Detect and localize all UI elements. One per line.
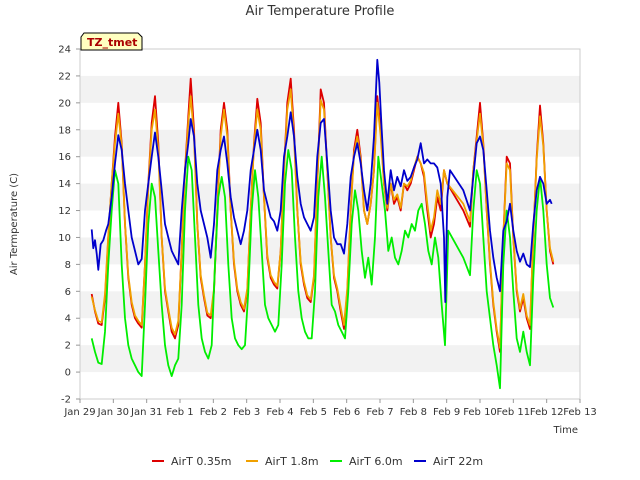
x-tick-label: Feb 7 bbox=[366, 407, 393, 418]
series-line-3 bbox=[90, 149, 555, 390]
legend-label: AirT 6.0m bbox=[349, 455, 403, 468]
x-tick-label: Feb 13 bbox=[563, 407, 597, 418]
y-tick-label: 0 bbox=[65, 368, 71, 379]
x-tick-label: Feb 9 bbox=[433, 407, 460, 418]
y-tick-label: 8 bbox=[65, 260, 71, 271]
y-tick-label: 24 bbox=[58, 45, 71, 56]
plot-frame bbox=[79, 48, 581, 400]
grid-band bbox=[80, 291, 580, 319]
grid-band bbox=[80, 75, 580, 103]
legend-label: AirT 1.8m bbox=[265, 455, 319, 468]
legend-label: AirT 0.35m bbox=[171, 455, 232, 468]
y-tick-label: 10 bbox=[58, 233, 71, 244]
series-lines bbox=[90, 58, 555, 390]
y-tick-label: 4 bbox=[65, 314, 71, 325]
x-tick-label: Feb 12 bbox=[530, 407, 564, 418]
legend-label: AirT 22m bbox=[433, 455, 483, 468]
series-line-2 bbox=[90, 88, 555, 349]
grid-band bbox=[80, 129, 580, 157]
x-tick-label: Jan 31 bbox=[130, 407, 162, 418]
y-axis-title: Air Termperature (C) bbox=[9, 173, 20, 275]
series-line-4 bbox=[90, 58, 553, 303]
station-tag: TZ_tmet bbox=[80, 32, 143, 51]
x-tick-label: Feb 10 bbox=[463, 407, 497, 418]
y-tick-label: 6 bbox=[65, 287, 71, 298]
x-axis-title: Time bbox=[553, 425, 578, 436]
y-tick-label: 16 bbox=[58, 152, 71, 163]
legend: AirT 0.35m AirT 1.8m AirT 6.0m AirT 22m bbox=[152, 455, 483, 468]
x-tick-label: Feb 5 bbox=[300, 407, 327, 418]
x-tick-label: Feb 4 bbox=[266, 407, 293, 418]
y-tick-label: -2 bbox=[61, 395, 71, 406]
y-tick-label: 18 bbox=[58, 125, 71, 136]
x-tick-label: Feb 6 bbox=[333, 407, 360, 418]
x-tick-label: Feb 11 bbox=[497, 407, 531, 418]
x-tick-label: Jan 29 bbox=[63, 407, 95, 418]
grid-band bbox=[80, 345, 580, 373]
y-tick-label: 20 bbox=[58, 98, 71, 109]
x-axis: Jan 29 Jan 30 Jan 31 Feb 1 Feb 2 Feb 3 Feb 4 Fe… bbox=[63, 399, 597, 418]
x-tick-label: Feb 8 bbox=[400, 407, 427, 418]
y-tick-label: 2 bbox=[65, 341, 71, 352]
y-tick-label: 12 bbox=[58, 206, 71, 217]
x-tick-label: Feb 1 bbox=[166, 407, 193, 418]
y-tick-label: 22 bbox=[58, 71, 71, 82]
x-tick-label: Jan 30 bbox=[97, 407, 129, 418]
x-tick-label: Feb 2 bbox=[200, 407, 227, 418]
x-tick-label: Feb 3 bbox=[233, 407, 260, 418]
y-tick-label: 14 bbox=[58, 179, 71, 190]
chart-title: Air Temperature Profile bbox=[246, 4, 395, 19]
station-tag-label: TZ_tmet bbox=[87, 36, 137, 49]
grid-bands bbox=[80, 75, 580, 373]
